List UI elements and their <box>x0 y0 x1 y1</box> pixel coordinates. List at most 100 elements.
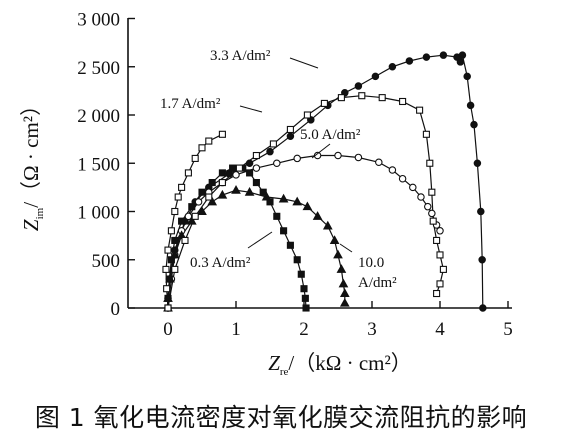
data-point-square <box>259 188 267 196</box>
data-point-circle <box>405 57 414 65</box>
data-point-square <box>429 217 437 225</box>
data-point-square <box>422 130 430 138</box>
data-point-square <box>337 94 345 102</box>
data-point-triangle <box>186 215 197 225</box>
data-point-square <box>286 125 294 134</box>
data-point-circle <box>273 159 281 168</box>
data-point-square <box>286 241 294 249</box>
data-point-square <box>302 304 310 312</box>
data-point-square <box>198 144 206 152</box>
data-point-circle <box>266 147 274 156</box>
x-axis-title: Zre/（kΩ · cm²） <box>268 351 412 378</box>
data-point-square <box>293 256 301 264</box>
data-point-circle <box>479 304 487 312</box>
data-point-triangle <box>292 196 303 206</box>
data-point-circle <box>436 227 444 235</box>
data-point-triangle <box>338 278 349 288</box>
data-point-square <box>297 270 305 278</box>
data-point-circle <box>194 198 203 206</box>
data-point-circle <box>371 72 380 81</box>
data-point-triangle <box>261 191 272 201</box>
data-point-square <box>246 169 254 177</box>
series-annotation: 10.0 <box>358 255 384 271</box>
series-annotation: 3.3 A/dm² <box>210 48 271 64</box>
data-point-triangle <box>197 206 207 215</box>
annotation-leader <box>239 105 263 113</box>
data-point-square <box>235 164 243 172</box>
data-point-triangle <box>278 193 289 203</box>
data-point-square <box>416 106 424 114</box>
data-point-triangle <box>312 211 323 220</box>
data-point-square <box>252 179 260 187</box>
data-point-circle <box>293 154 301 163</box>
data-point-square <box>171 207 179 216</box>
series-annotation: 0.3 A/dm² <box>190 255 251 271</box>
data-point-circle <box>375 158 383 167</box>
axis-titles: Zre/（kΩ · cm²） Zim/（Ω · cm²） <box>19 95 412 378</box>
data-point-triangle <box>329 235 340 244</box>
data-point-square <box>428 188 436 196</box>
data-point-square <box>436 280 444 288</box>
data-point-circle <box>422 53 431 61</box>
data-point-triangle <box>339 297 350 307</box>
nyquist-chart: 0 1 2 3 4 5 0 500 1 000 1 500 2 000 2 500 3 000 3.3 … <box>19 10 513 379</box>
y-tick-label: 500 <box>92 251 121 272</box>
data-point-circle <box>470 120 478 129</box>
series-annotation: 5.0 A/dm² <box>300 127 361 143</box>
data-point-circle <box>354 82 363 90</box>
data-point-circle <box>388 166 397 174</box>
data-point-circle <box>456 58 465 66</box>
axes: 0 1 2 3 4 5 0 500 1 000 1 500 2 000 2 500 3 000 <box>77 10 513 341</box>
data-point-square <box>433 236 441 244</box>
data-point-square <box>163 285 171 293</box>
data-point-triangle <box>336 264 347 273</box>
data-point-circle <box>439 51 448 59</box>
annotation-leader <box>339 243 353 253</box>
data-point-square <box>208 179 216 187</box>
data-point-triangle <box>169 249 180 259</box>
data-point-square <box>273 212 281 220</box>
data-point-circle <box>478 255 486 264</box>
data-point-square <box>280 227 288 235</box>
data-point-square <box>229 164 237 172</box>
data-point-square <box>426 159 434 167</box>
data-point-circle <box>232 171 240 179</box>
data-point-square <box>269 140 277 148</box>
data-point-square <box>303 111 311 119</box>
y-tick-label: 3 000 <box>77 10 120 31</box>
data-point-circle <box>477 207 485 216</box>
data-point-square <box>191 154 199 162</box>
y-tick-label: 1 500 <box>77 154 120 175</box>
data-point-triangle <box>217 189 228 199</box>
data-point-circle <box>473 159 482 168</box>
data-point-triangle <box>244 186 255 196</box>
data-point-circle <box>286 132 295 140</box>
data-point-square <box>178 183 186 191</box>
data-point-square <box>252 151 260 160</box>
data-point-square <box>171 236 179 244</box>
data-point-square <box>191 212 199 220</box>
y-axis-title: Zim/（Ω · cm²） <box>19 95 46 231</box>
y-tick-label: 2 500 <box>77 58 120 79</box>
data-point-circle <box>458 51 467 59</box>
data-point-circle <box>424 202 432 211</box>
data-point-square <box>218 169 226 177</box>
data-point-circle <box>252 164 261 172</box>
x-tick-label: 5 <box>503 319 513 340</box>
data-point-square <box>174 193 182 201</box>
data-point-circle <box>388 62 397 71</box>
data-point-square <box>378 94 386 102</box>
data-point-square <box>162 265 170 273</box>
x-tick-label: 2 <box>299 319 309 340</box>
data-point-square <box>205 193 213 201</box>
data-point-square <box>218 130 226 138</box>
data-point-triangle <box>231 185 241 194</box>
data-point-triangle <box>163 293 173 302</box>
data-point-triangle <box>339 288 350 298</box>
data-point-circle <box>334 151 342 160</box>
data-point-triangle <box>302 201 313 211</box>
data-point-square <box>181 236 189 244</box>
data-point-square <box>218 179 226 187</box>
data-point-square <box>433 289 441 298</box>
